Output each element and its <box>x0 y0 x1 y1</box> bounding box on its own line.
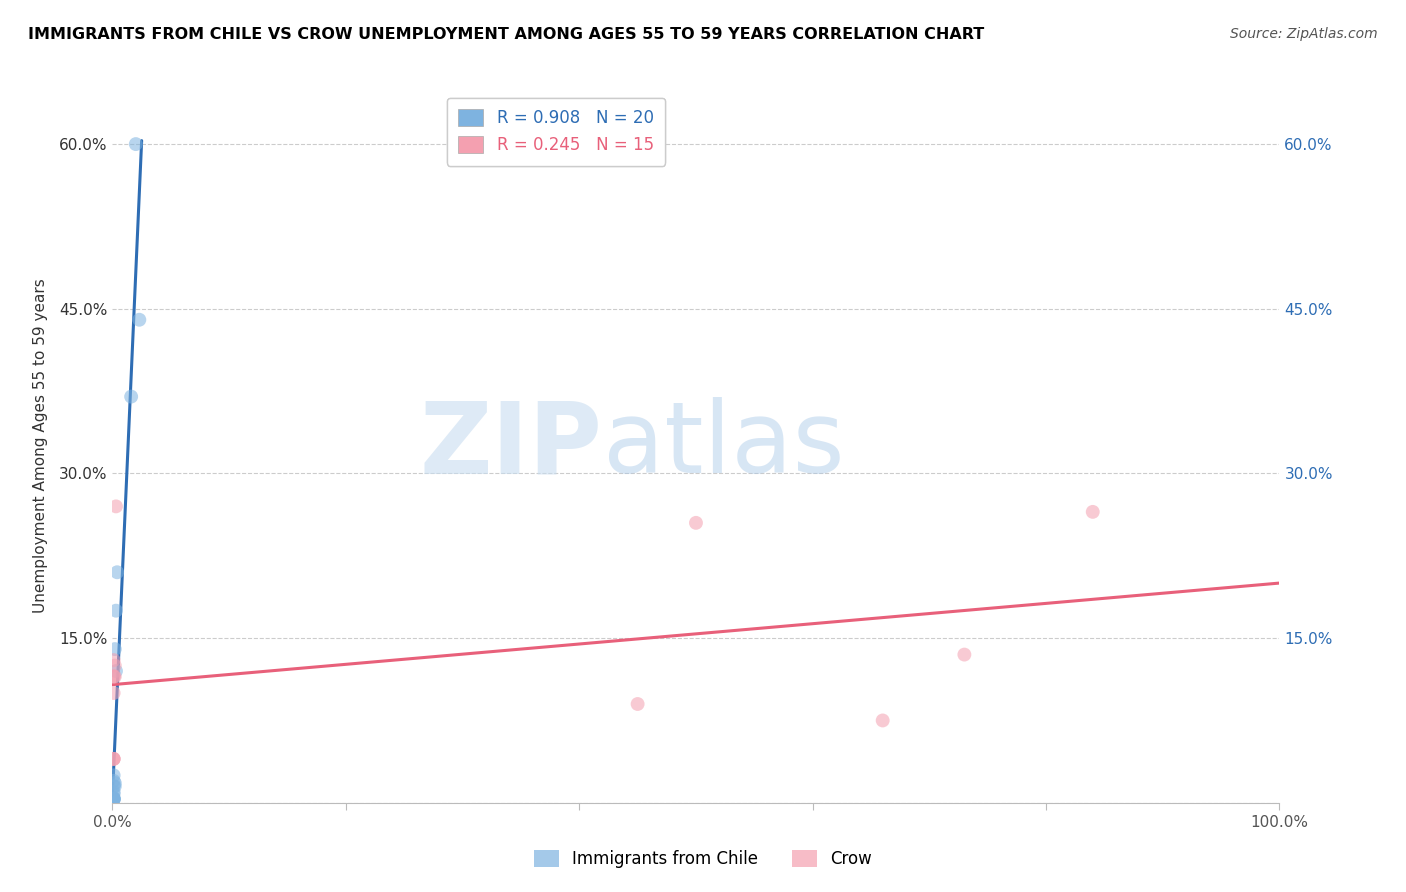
Text: atlas: atlas <box>603 398 844 494</box>
Text: ZIP: ZIP <box>420 398 603 494</box>
Point <box>103 792 125 806</box>
Point <box>103 686 125 700</box>
Point <box>685 516 707 530</box>
Y-axis label: Unemployment Among Ages 55 to 59 years: Unemployment Among Ages 55 to 59 years <box>32 278 48 614</box>
Point <box>103 792 125 806</box>
Point <box>104 658 127 673</box>
Point <box>103 752 125 766</box>
Point <box>103 669 125 683</box>
Point <box>120 390 142 404</box>
Point <box>872 714 894 728</box>
Point <box>125 137 148 152</box>
Point <box>104 500 127 514</box>
Text: IMMIGRANTS FROM CHILE VS CROW UNEMPLOYMENT AMONG AGES 55 TO 59 YEARS CORRELATION: IMMIGRANTS FROM CHILE VS CROW UNEMPLOYME… <box>28 27 984 42</box>
Point <box>103 792 125 806</box>
Point <box>103 791 125 805</box>
Point <box>105 566 128 580</box>
Point <box>103 791 125 805</box>
Point <box>103 791 125 805</box>
Point <box>104 642 127 657</box>
Point <box>128 312 150 326</box>
Point <box>104 664 127 678</box>
Point <box>103 669 125 683</box>
Point <box>103 752 125 766</box>
Point <box>103 752 125 766</box>
Point <box>103 773 125 788</box>
Point <box>103 787 125 801</box>
Legend: R = 0.908   N = 20, R = 0.245   N = 15: R = 0.908 N = 20, R = 0.245 N = 15 <box>447 97 665 166</box>
Point <box>953 648 976 662</box>
Point <box>103 785 125 799</box>
Point <box>627 697 650 711</box>
Point <box>104 780 127 794</box>
Point <box>104 604 127 618</box>
Text: Source: ZipAtlas.com: Source: ZipAtlas.com <box>1230 27 1378 41</box>
Point <box>1081 505 1104 519</box>
Legend: Immigrants from Chile, Crow: Immigrants from Chile, Crow <box>527 843 879 875</box>
Point <box>103 768 125 782</box>
Point <box>104 669 127 683</box>
Point <box>103 780 125 794</box>
Point <box>104 776 127 790</box>
Point <box>103 653 125 667</box>
